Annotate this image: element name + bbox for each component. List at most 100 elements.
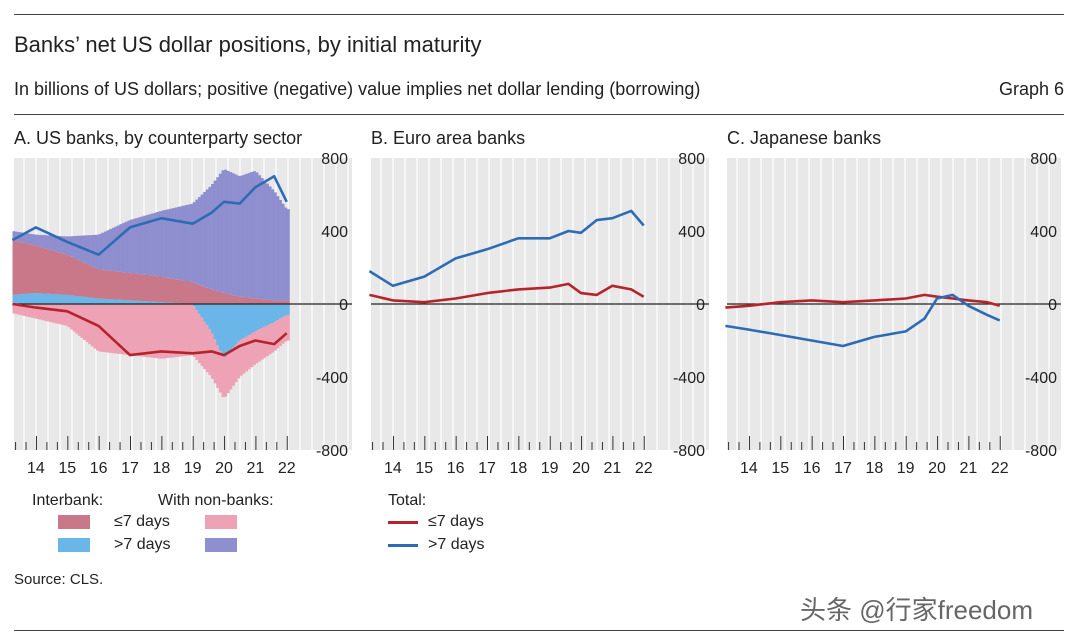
panel-a-bar-nonbank-le7	[30, 304, 34, 318]
panel-a-bar-nonbank-le7	[15, 304, 19, 315]
panel-a-bar-nonbank-gt7	[208, 186, 212, 289]
panel-a-bar-interbank-gt7	[109, 299, 113, 304]
panel-a-bar-interbank-gt7	[252, 304, 256, 332]
panel-a-bar-nonbank-le7	[111, 304, 115, 354]
chart-title: Banks’ net US dollar positions, by initi…	[14, 32, 482, 57]
panel-a-bar-interbank-gt7	[56, 294, 60, 304]
panel-a-bar-interbank-gt7	[20, 294, 24, 304]
panel-a-bar-nonbank-le7	[216, 345, 220, 388]
panel-c-y-tick-label: 400	[1030, 224, 1057, 241]
panel-a-bar-interbank-gt7	[41, 293, 45, 304]
panel-a-bar-interbank-le7	[109, 270, 113, 300]
panel-b-x-tick-label: 19	[541, 460, 559, 477]
panel-a-bar-nonbank-gt7	[239, 175, 243, 297]
panel-a-bar-nonbank-le7	[247, 335, 251, 370]
panel-a-bar-interbank-le7	[184, 281, 188, 304]
panel-a-bar-nonbank-gt7	[111, 227, 115, 272]
panel-a-bar-nonbank-le7	[51, 304, 55, 323]
panel-a-bar-nonbank-le7	[101, 304, 105, 352]
panel-a-bar-nonbank-le7	[148, 304, 152, 358]
panel-a-bar-nonbank-gt7	[106, 230, 110, 271]
panel-a-bar-nonbank-le7	[197, 313, 201, 364]
panel-a-bar-nonbank-gt7	[169, 208, 173, 279]
panel-a-bar-interbank-gt7	[143, 301, 147, 304]
panel-a-bar-interbank-le7	[276, 300, 280, 304]
panel-a-bar-nonbank-gt7	[130, 219, 134, 274]
panel-a-bar-nonbank-gt7	[237, 175, 241, 297]
bottom-rule	[14, 630, 1064, 631]
panel-a-bar-nonbank-le7	[239, 339, 243, 376]
panel-a-bar-interbank-le7	[255, 298, 259, 304]
panel-a-line-total-gt7	[11, 175, 288, 256]
panel-a-bar-interbank-gt7	[67, 295, 71, 304]
panel-a-bar-nonbank-le7	[271, 323, 275, 353]
panel-c-x-tick-label: 17	[834, 460, 852, 477]
panel-a-bar-interbank-gt7	[273, 304, 277, 322]
panel-a-bar-nonbank-le7	[143, 304, 147, 357]
panel-a-bar-nonbank-le7	[137, 304, 141, 357]
panel-a-y-tick-label: 800	[321, 151, 348, 168]
legend-nonbanks-label: With non-banks:	[158, 492, 274, 509]
panel-a-bar-interbank-le7	[130, 273, 134, 301]
panel-a-bar-interbank-gt7	[15, 294, 19, 304]
panel-a-bar-interbank-le7	[46, 249, 50, 294]
panel-a-bar-interbank-le7	[231, 295, 235, 304]
panel-a-bar-nonbank-le7	[229, 350, 233, 390]
panel-a-bar-nonbank-le7	[226, 353, 230, 394]
panel-a-bar-nonbank-le7	[169, 304, 173, 358]
panel-a-bar-nonbank-gt7	[247, 172, 251, 298]
panel-a-bar-interbank-le7	[250, 298, 254, 304]
panel-a-bar-nonbank-gt7	[164, 209, 168, 278]
panel-a-bar-interbank-le7	[119, 271, 123, 300]
panel-a-bar-interbank-le7	[59, 252, 63, 295]
panel-a-bar-interbank-le7	[234, 295, 238, 304]
panel-a-bar-interbank-le7	[64, 254, 68, 295]
panel-a-bar-interbank-gt7	[192, 304, 196, 307]
panel-a-bar-nonbank-le7	[54, 304, 58, 324]
panel-a-bar-nonbank-gt7	[69, 236, 73, 257]
panel-a-bar-nonbank-gt7	[273, 192, 277, 301]
panel-a-bar-nonbank-le7	[245, 336, 248, 372]
panel-a-bar-nonbank-gt7	[153, 212, 157, 276]
panel-a-bar-interbank-gt7	[116, 299, 120, 304]
panel-a-bar-nonbank-gt7	[127, 220, 131, 273]
panel-a-bar-nonbank-gt7	[281, 203, 285, 301]
panel-b-y-tick-label: 800	[678, 151, 705, 168]
panel-a-bar-interbank-gt7	[132, 300, 136, 304]
panel-a-bar-nonbank-le7	[80, 304, 84, 338]
panel-a-bar-nonbank-le7	[93, 304, 97, 349]
legend-total-le7-label: ≤7 days	[428, 513, 484, 530]
panel-a-bar-interbank-le7	[182, 280, 186, 304]
panel-a-bar-interbank-le7	[88, 265, 92, 298]
panel-a-bar-nonbank-le7	[64, 304, 68, 326]
panel-b-y-tick-label: 0	[696, 297, 705, 314]
panel-a-bar-nonbank-gt7	[245, 173, 248, 298]
panel-a-bar-nonbank-le7	[187, 304, 191, 356]
panel-a-bar-nonbank-gt7	[258, 175, 262, 299]
panel-a-bar-nonbank-le7	[59, 304, 63, 325]
graph-number: Graph 6	[998, 79, 1064, 99]
panel-a-bar-interbank-gt7	[166, 302, 170, 304]
panel-a-bar-nonbank-gt7	[156, 211, 160, 277]
panel-a-bar-interbank-gt7	[218, 304, 222, 351]
panel-a-bar-interbank-gt7	[85, 297, 89, 304]
panel-a-bar-nonbank-gt7	[72, 236, 76, 258]
panel-a-bar-interbank-gt7	[77, 296, 81, 304]
panel-a-bar-interbank-gt7	[245, 304, 248, 337]
panel-a-bar-interbank-gt7	[140, 301, 144, 304]
panel-a-bar-nonbank-gt7	[286, 209, 290, 301]
panel-a-bar-nonbank-gt7	[132, 218, 136, 274]
panel-a-bar-interbank-le7	[166, 277, 170, 303]
legend-swatch-total-gt7	[388, 544, 418, 547]
panel-a-bar-nonbank-le7	[20, 304, 24, 316]
panel-a-bar-interbank-gt7	[22, 293, 26, 304]
legend-swatch-interbank-gt7	[58, 538, 90, 552]
panel-a-title: A. US banks, by counterparty sector	[14, 128, 303, 148]
panel-a-bar-interbank-le7	[190, 281, 194, 304]
panel-a-bar-interbank-gt7	[135, 300, 139, 304]
panel-a-bar-nonbank-gt7	[197, 197, 201, 285]
panel-a-bar-interbank-le7	[263, 299, 267, 304]
panel-a-bar-interbank-le7	[239, 296, 243, 304]
panel-a-bar-nonbank-le7	[174, 304, 178, 358]
panel-a-bar-interbank-le7	[174, 279, 178, 304]
